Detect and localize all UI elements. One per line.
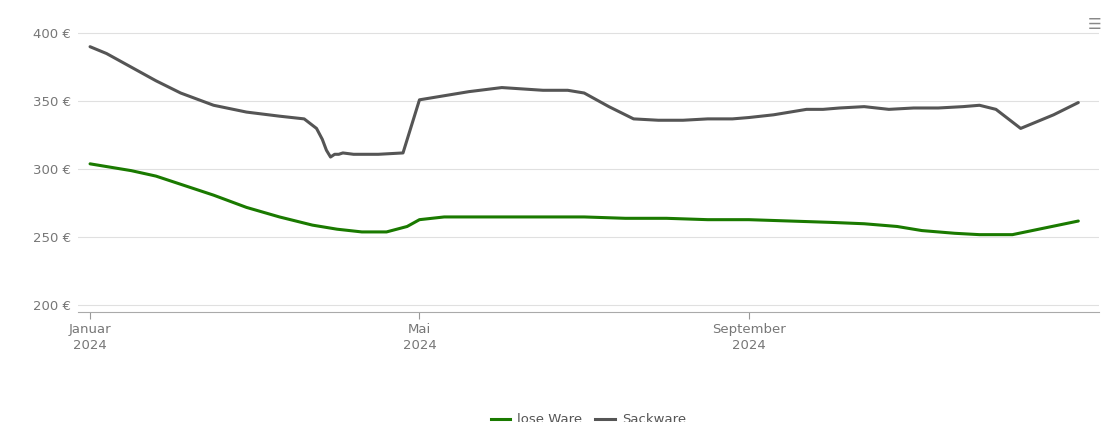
Text: ☰: ☰ (1088, 17, 1101, 32)
Legend: lose Ware, Sackware: lose Ware, Sackware (485, 408, 692, 422)
